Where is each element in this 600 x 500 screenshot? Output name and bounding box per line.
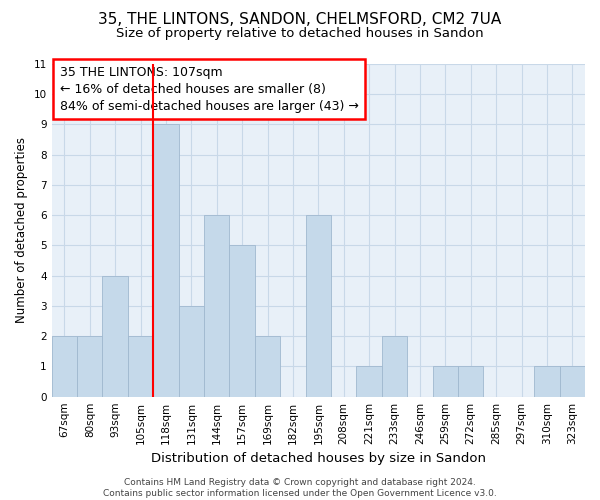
Bar: [458, 366, 484, 396]
Bar: [305, 215, 331, 396]
Text: Contains HM Land Registry data © Crown copyright and database right 2024.
Contai: Contains HM Land Registry data © Crown c…: [103, 478, 497, 498]
Bar: [255, 336, 280, 396]
Bar: [77, 336, 103, 396]
Text: 35 THE LINTONS: 107sqm
← 16% of detached houses are smaller (8)
84% of semi-deta: 35 THE LINTONS: 107sqm ← 16% of detached…: [59, 66, 359, 112]
Bar: [534, 366, 560, 396]
Text: Size of property relative to detached houses in Sandon: Size of property relative to detached ho…: [116, 28, 484, 40]
Bar: [204, 215, 229, 396]
Bar: [560, 366, 585, 396]
Bar: [433, 366, 458, 396]
Bar: [128, 336, 153, 396]
Y-axis label: Number of detached properties: Number of detached properties: [15, 138, 28, 324]
Bar: [229, 246, 255, 396]
Bar: [103, 276, 128, 396]
Bar: [179, 306, 204, 396]
Bar: [382, 336, 407, 396]
X-axis label: Distribution of detached houses by size in Sandon: Distribution of detached houses by size …: [151, 452, 486, 465]
Text: 35, THE LINTONS, SANDON, CHELMSFORD, CM2 7UA: 35, THE LINTONS, SANDON, CHELMSFORD, CM2…: [98, 12, 502, 28]
Bar: [356, 366, 382, 396]
Bar: [153, 124, 179, 396]
Bar: [52, 336, 77, 396]
